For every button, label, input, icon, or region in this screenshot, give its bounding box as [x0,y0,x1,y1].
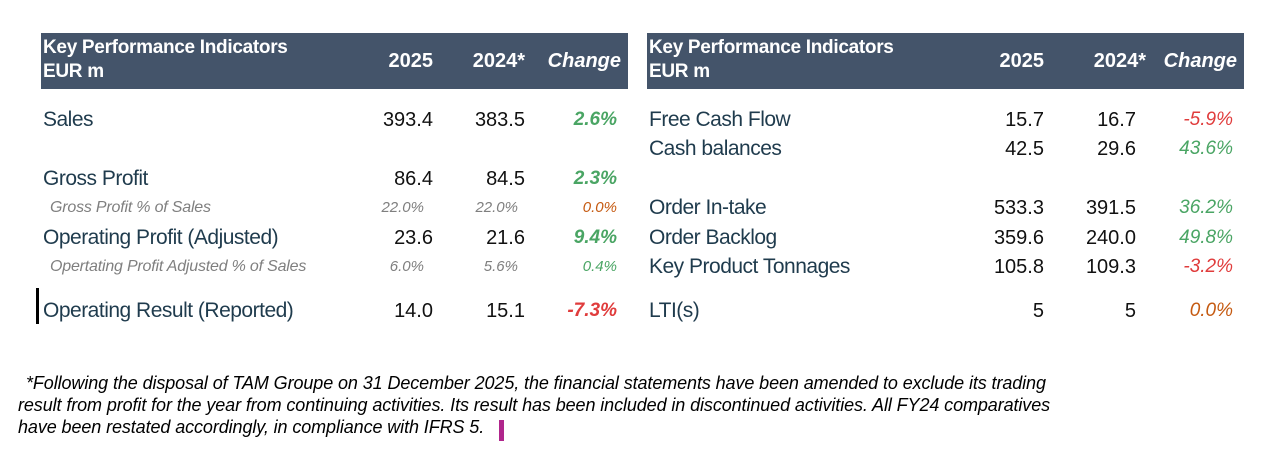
table-row: Free Cash Flow 15.7 16.7 -5.9% [647,107,1244,133]
value-2024: 29.6 [1097,138,1136,160]
row-label: Cash balances [649,137,782,160]
row-label: Opertating Profit Adjusted % of Sales [50,258,307,275]
value-2025: 14.0 [394,300,433,322]
value-2024: 16.7 [1097,109,1136,131]
value-2025: 6.0% [389,258,424,275]
value-2025: 105.8 [993,256,1044,278]
table-row: Gross Profit 86.4 84.5 2.3% [41,166,628,192]
value-2025: 533.3 [993,197,1044,219]
value-change: -3.2% [1183,256,1233,277]
table-row: Key Product Tonnages 105.8 109.3 -3.2% [647,254,1244,280]
value-change: 0.0% [582,199,617,216]
value-2025: 23.6 [394,227,433,249]
value-change: 0.4% [582,258,617,275]
value-2024: 240.0 [1085,227,1136,249]
kpi-table-right: Key Performance Indicators EUR m 2025 20… [647,33,1244,322]
table-row: Sales 393.4 383.5 2.6% [41,107,628,133]
row-label: Order Backlog [649,226,777,249]
table-row: Order Backlog 359.6 240.0 49.8% [647,225,1244,251]
table-header: Key Performance Indicators EUR m 2025 20… [647,33,1244,89]
row-label: LTI(s) [649,299,700,322]
value-2024: 5.6% [483,258,518,275]
value-change: 0.0% [1189,300,1233,321]
row-label: Operating Profit (Adjusted) [43,226,279,249]
value-2024: 109.3 [1085,256,1136,278]
value-2024: 391.5 [1085,197,1136,219]
row-label: Operating Result (Reported) [43,299,294,322]
header-col-change: Change [547,50,621,72]
table-header: Key Performance Indicators EUR m 2025 20… [41,33,628,89]
footnote-line1: *Following the disposal of TAM Groupe on… [26,373,1046,393]
value-change: 2.6% [573,109,617,130]
table-row: Order In-take 533.3 391.5 36.2% [647,195,1244,221]
value-2025: 15.7 [1005,109,1044,131]
table-row: Opertating Profit Adjusted % of Sales 6.… [41,254,628,280]
value-change: 36.2% [1179,197,1233,218]
kpi-table-left: Key Performance Indicators EUR m 2025 20… [36,33,628,324]
header-title: Key Performance Indicators EUR m [649,36,894,84]
value-change: 2.3% [573,168,617,189]
footnote-line3: have been restated accordingly, in compl… [18,417,485,437]
value-2024: 21.6 [486,227,525,249]
value-2024: 5 [1124,300,1136,322]
value-2024: 84.5 [486,168,525,190]
header-title-line2: EUR m [43,61,104,82]
value-change: 49.8% [1179,227,1233,248]
header-col-2025: 2025 [999,50,1045,72]
table-row: Operating Profit (Adjusted) 23.6 21.6 9.… [41,225,628,251]
value-2025: 359.6 [993,227,1044,249]
table-row: LTI(s) 5 5 0.0% [647,298,1244,324]
footnote[interactable]: *Following the disposal of TAM Groupe on… [18,372,1268,438]
row-label: Gross Profit [43,167,148,190]
header-title-line2: EUR m [649,61,710,82]
header-col-2025: 2025 [388,50,434,72]
value-2024: 15.1 [486,300,525,322]
value-2025: 42.5 [1005,138,1044,160]
row-label: Order In-take [649,196,767,219]
header-title: Key Performance Indicators EUR m [43,36,288,84]
text-cursor [499,420,504,441]
row-label: Sales [43,108,94,131]
value-change: 43.6% [1179,138,1233,159]
table-row: Cash balances 42.5 29.6 43.6% [647,136,1244,162]
header-title-line1: Key Performance Indicators [43,37,288,58]
value-2025: 86.4 [394,168,433,190]
header-col-2024: 2024* [1093,50,1146,72]
row-label: Free Cash Flow [649,108,791,131]
footnote-line2: result from profit for the year from con… [18,395,1051,415]
value-2025: 5 [1032,300,1044,322]
row-label: Key Product Tonnages [649,255,850,278]
header-title-line1: Key Performance Indicators [649,37,894,58]
value-2025: 393.4 [382,109,433,131]
value-2025: 22.0% [381,199,424,216]
value-change: 9.4% [573,227,617,248]
value-2024: 22.0% [475,199,518,216]
header-col-2024: 2024* [472,50,525,72]
row-marker [36,288,39,324]
table-row: Gross Profit % of Sales 22.0% 22.0% 0.0% [41,195,628,221]
row-label: Gross Profit % of Sales [50,199,211,216]
header-col-change: Change [1163,50,1237,72]
value-change: -5.9% [1183,109,1233,130]
value-2024: 383.5 [474,109,525,131]
value-change: -7.3% [567,300,617,321]
table-row: Operating Result (Reported) 14.0 15.1 -7… [36,288,628,324]
